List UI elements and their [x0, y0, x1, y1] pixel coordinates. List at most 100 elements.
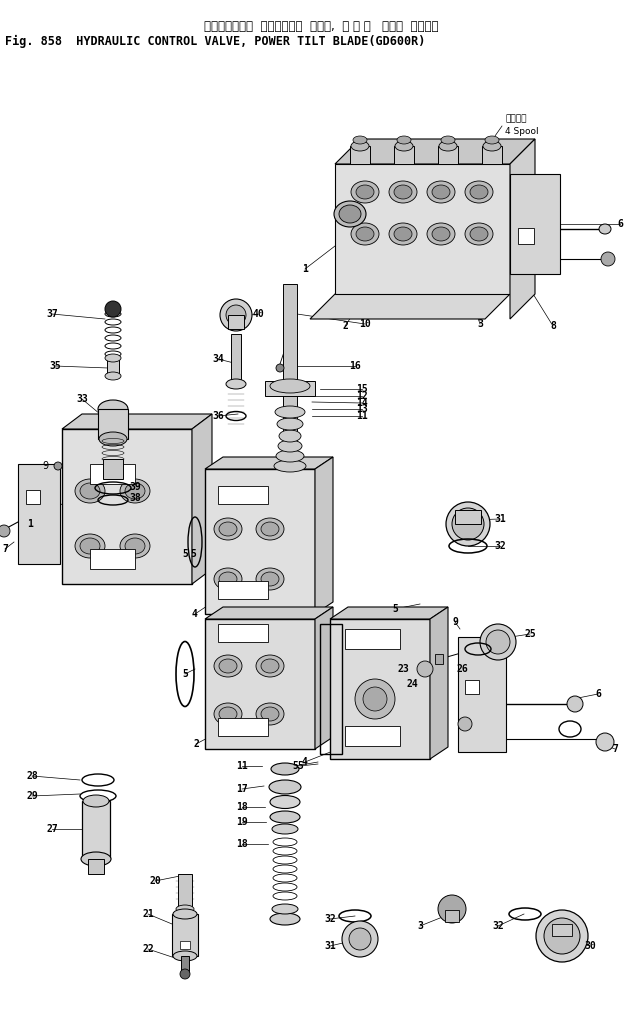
Ellipse shape: [395, 141, 413, 151]
Circle shape: [54, 462, 62, 470]
Circle shape: [180, 969, 190, 979]
Text: 30: 30: [584, 941, 596, 951]
Polygon shape: [205, 457, 333, 469]
Text: 7: 7: [2, 544, 8, 554]
Bar: [283, 284, 297, 469]
Text: 31: 31: [494, 514, 506, 524]
Text: 13: 13: [356, 404, 368, 414]
Text: 20: 20: [149, 876, 161, 886]
Ellipse shape: [353, 136, 367, 144]
Ellipse shape: [270, 913, 300, 925]
Bar: [445, 910, 459, 922]
Ellipse shape: [75, 479, 105, 503]
Ellipse shape: [277, 418, 303, 430]
Ellipse shape: [219, 522, 237, 536]
Ellipse shape: [427, 182, 455, 203]
Ellipse shape: [276, 450, 304, 462]
Circle shape: [0, 525, 10, 537]
Ellipse shape: [120, 534, 150, 558]
Text: 4 Spool: 4 Spool: [505, 127, 539, 136]
Text: 36: 36: [212, 411, 224, 421]
Ellipse shape: [261, 707, 279, 721]
Text: 34: 34: [212, 354, 224, 364]
Text: 9: 9: [42, 461, 48, 470]
Polygon shape: [315, 457, 333, 614]
Ellipse shape: [173, 951, 197, 961]
Text: 11: 11: [236, 760, 248, 771]
Ellipse shape: [120, 479, 150, 503]
Text: 16: 16: [349, 361, 361, 371]
Polygon shape: [430, 607, 448, 759]
Ellipse shape: [465, 223, 493, 245]
Text: 18: 18: [236, 802, 248, 812]
Ellipse shape: [356, 185, 374, 199]
Bar: [465, 680, 479, 694]
Text: 32: 32: [324, 914, 336, 924]
Bar: [218, 486, 268, 504]
Bar: [218, 581, 268, 599]
Ellipse shape: [256, 655, 284, 677]
Text: 17: 17: [236, 784, 248, 794]
Ellipse shape: [339, 205, 361, 223]
Text: 19: 19: [236, 817, 248, 827]
Ellipse shape: [214, 518, 242, 540]
Circle shape: [363, 687, 387, 711]
Bar: [181, 956, 189, 972]
Polygon shape: [315, 607, 333, 749]
Bar: [335, 164, 510, 294]
Circle shape: [567, 696, 583, 712]
Text: 5: 5: [182, 549, 188, 559]
Text: 5: 5: [297, 760, 303, 771]
Text: 26: 26: [456, 664, 468, 674]
Ellipse shape: [261, 522, 279, 536]
Ellipse shape: [389, 223, 417, 245]
Ellipse shape: [176, 906, 194, 913]
Ellipse shape: [261, 659, 279, 673]
Ellipse shape: [397, 136, 411, 144]
Polygon shape: [192, 414, 212, 584]
Text: 3: 3: [477, 319, 483, 329]
Bar: [88, 859, 104, 874]
Bar: [26, 490, 40, 504]
Bar: [350, 146, 370, 164]
Bar: [178, 874, 192, 909]
Ellipse shape: [214, 568, 242, 590]
Text: 38: 38: [129, 493, 141, 503]
Ellipse shape: [427, 223, 455, 245]
Ellipse shape: [83, 795, 109, 807]
Circle shape: [452, 508, 484, 540]
Polygon shape: [335, 139, 535, 164]
Ellipse shape: [125, 538, 145, 554]
Bar: [455, 510, 481, 524]
Ellipse shape: [351, 223, 379, 245]
Ellipse shape: [214, 655, 242, 677]
Ellipse shape: [226, 379, 246, 389]
Polygon shape: [510, 139, 535, 319]
Polygon shape: [62, 414, 212, 429]
Text: 8: 8: [550, 321, 556, 331]
Text: 4: 4: [192, 609, 198, 619]
Text: 22: 22: [142, 944, 154, 954]
Ellipse shape: [219, 707, 237, 721]
Text: 1: 1: [302, 264, 308, 274]
Bar: [458, 637, 506, 752]
Bar: [482, 146, 502, 164]
Polygon shape: [205, 607, 333, 619]
Circle shape: [601, 252, 615, 266]
Bar: [231, 334, 241, 384]
Circle shape: [480, 624, 516, 660]
Ellipse shape: [219, 659, 237, 673]
Ellipse shape: [356, 227, 374, 241]
Text: 12: 12: [356, 391, 368, 401]
Text: 9: 9: [452, 617, 458, 627]
Bar: [330, 619, 430, 759]
Polygon shape: [330, 607, 448, 619]
Ellipse shape: [470, 227, 488, 241]
Text: Fig. 858  HYDRAULIC CONTROL VALVE, POWER TILT BLADE(GD600R): Fig. 858 HYDRAULIC CONTROL VALVE, POWER …: [5, 34, 426, 48]
Bar: [438, 146, 458, 164]
Circle shape: [342, 921, 378, 957]
Circle shape: [355, 679, 395, 719]
Bar: [345, 726, 400, 746]
Ellipse shape: [432, 227, 450, 241]
Text: 25: 25: [524, 629, 536, 639]
